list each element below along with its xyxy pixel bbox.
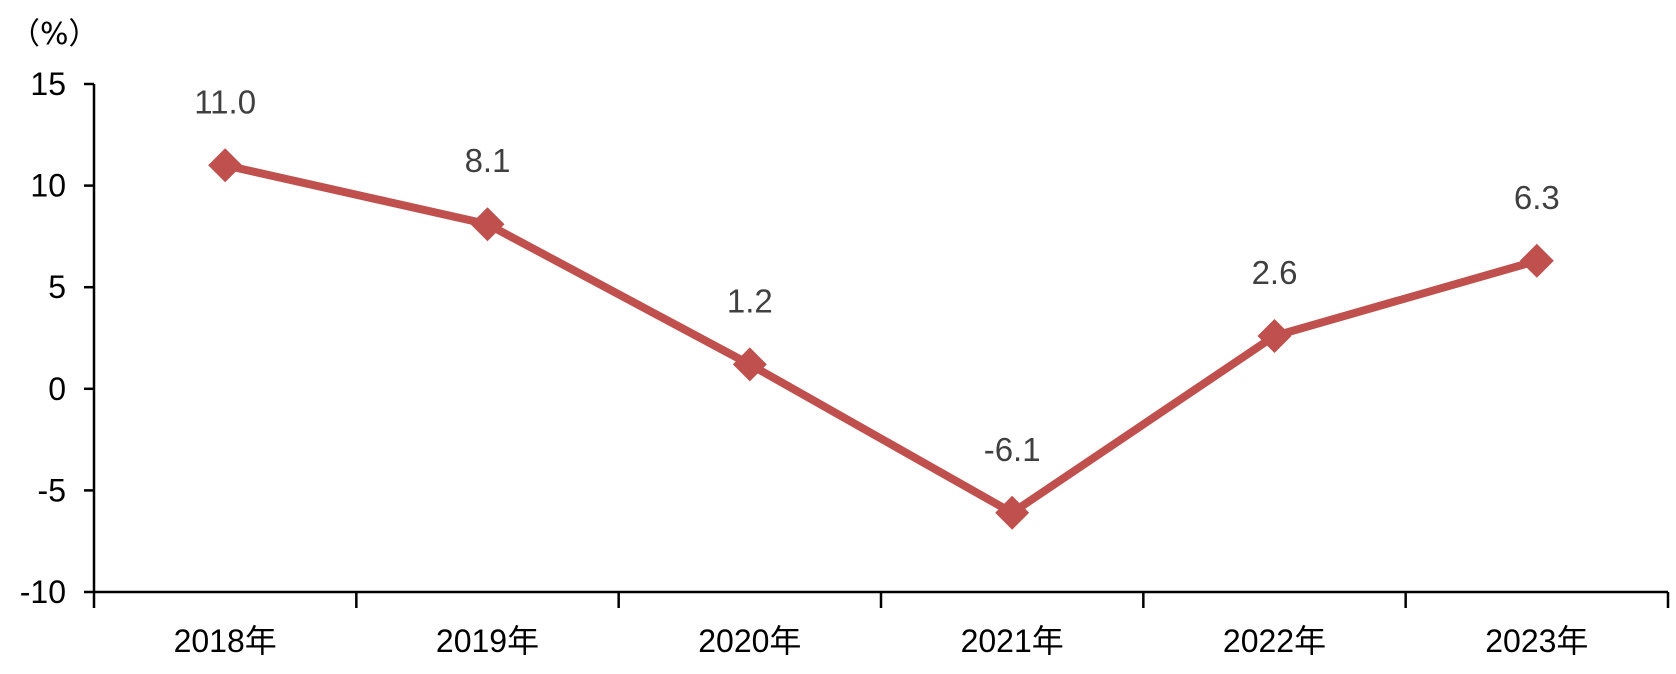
data-label: 8.1 [465, 142, 511, 179]
y-tick-label: 15 [30, 66, 66, 102]
data-point-marker [1519, 243, 1554, 278]
x-ticks: 2018年 2019年 2020年 2021年 2022年 2023年 [92, 592, 1670, 659]
y-tick-label: 0 [48, 371, 66, 407]
axes [92, 84, 1668, 594]
data-labels: 11.0 8.1 1.2 -6.1 2.6 6.3 [194, 83, 1559, 467]
data-label: 2.6 [1252, 254, 1298, 291]
x-tick-label: 2019年 [436, 623, 539, 659]
x-tick-label: 2021年 [961, 623, 1064, 659]
y-tick-label: 5 [48, 269, 66, 305]
data-label: 11.0 [194, 83, 256, 120]
series-layer [208, 148, 1554, 530]
x-tick-label: 2023年 [1485, 623, 1588, 659]
y-tick-label: 10 [30, 168, 66, 204]
y-tick-label: -5 [38, 472, 66, 508]
y-ticks: -10 -5 0 5 10 15 [20, 66, 94, 610]
x-tick-label: 2018年 [174, 623, 277, 659]
series-line [224, 161, 1538, 517]
x-tick-label: 2020年 [698, 623, 801, 659]
data-point-marker [208, 148, 243, 183]
data-label: 1.2 [727, 282, 773, 319]
x-tick-label: 2022年 [1223, 623, 1326, 659]
y-tick-label: -10 [20, 574, 66, 610]
data-point-marker [995, 495, 1030, 530]
data-point-marker [1257, 318, 1292, 353]
y-unit-label: （%） [10, 17, 99, 52]
data-point-marker [732, 347, 767, 382]
data-label: 6.3 [1514, 179, 1560, 216]
data-label: -6.1 [984, 431, 1041, 468]
data-point-marker [470, 207, 505, 242]
